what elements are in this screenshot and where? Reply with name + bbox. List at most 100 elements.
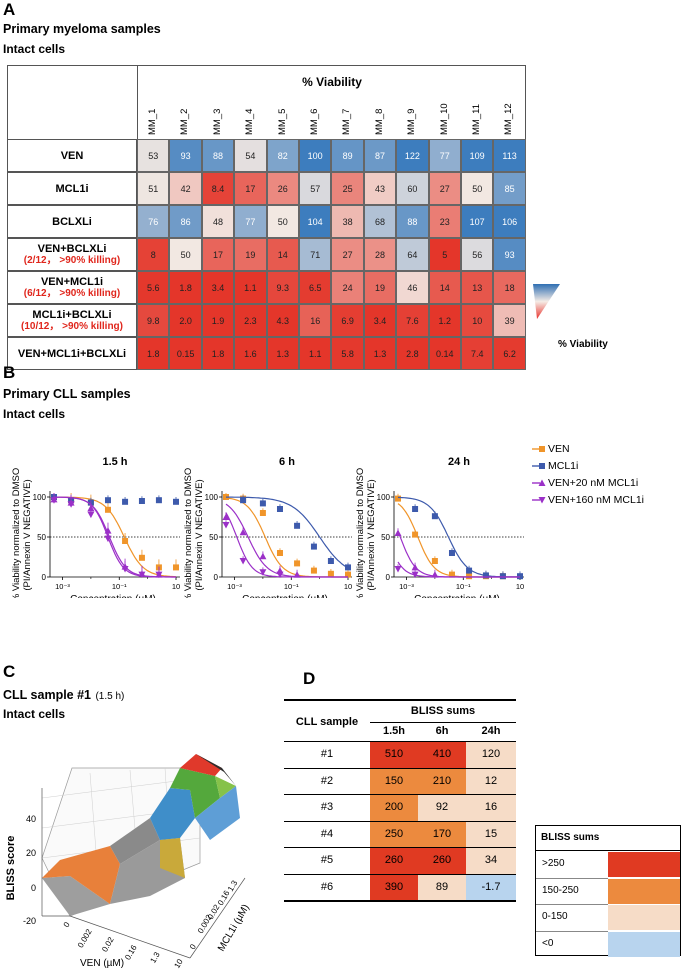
data-point [122, 538, 129, 544]
heatmap-cell: 88 [396, 205, 429, 238]
bliss-cell: 89 [418, 874, 466, 900]
row-label-note: (2/12， >90% killing) [23, 254, 121, 266]
column-header: MM_10 [438, 103, 450, 135]
heatmap-cell: 50 [461, 172, 494, 205]
x-tick-label: 0.002 [76, 927, 94, 949]
data-point [222, 513, 230, 520]
bliss-cell: 170 [418, 821, 466, 847]
surface-patch [42, 846, 120, 904]
data-point [431, 571, 439, 578]
y-tick-label: 50 [381, 533, 390, 542]
panel-b-subtitle: Intact cells [3, 407, 66, 421]
column-header: MM_9 [406, 108, 418, 135]
fit-curve [225, 512, 348, 578]
table-top-rule [284, 699, 516, 701]
heatmap-cell: 85 [493, 172, 526, 205]
heatmap-cell: 19 [363, 271, 397, 304]
column-header: MM_11 [471, 104, 482, 135]
data-point [448, 550, 455, 556]
sample-label: #6 [320, 880, 334, 893]
x-axis-label: Concentration (µM) [242, 594, 328, 598]
y-tick-label: 100 [377, 493, 391, 502]
bliss-legend-label: <0 [542, 937, 554, 949]
x-tick-label: 10⁻³ [55, 582, 70, 591]
x-tick-label: 10⁻¹ [456, 582, 471, 591]
panel-letter-d: D [303, 669, 316, 688]
bliss-cell: 150 [370, 768, 418, 794]
heatmap-cell: 68 [363, 205, 397, 238]
heatmap-cell: 5.6 [137, 271, 170, 304]
legend-label: VEN+160 nM MCL1i [548, 494, 645, 506]
viability-legend-gradient [533, 284, 560, 319]
surface-patch [215, 776, 236, 798]
data-point [327, 558, 334, 564]
bliss-cell: 410 [418, 742, 466, 768]
bliss-cell: 34 [466, 848, 516, 874]
data-point [345, 571, 351, 578]
bliss-cell: 16 [466, 795, 516, 821]
heatmap-cell: 113 [493, 139, 526, 172]
data-point [138, 498, 145, 504]
bliss-legend-title: BLISS sums [541, 832, 600, 843]
bliss-cell: 250 [370, 821, 418, 847]
panel-letter-b: B [3, 363, 16, 382]
legend-label: VEN [548, 443, 570, 455]
fit-curve [225, 497, 348, 578]
heatmap-cell: 23 [428, 205, 461, 238]
data-point [394, 529, 402, 536]
fit-curve [397, 561, 520, 578]
fit-curve [397, 503, 520, 578]
x-tick-label: 10 [172, 957, 185, 970]
z-tick-label: 40 [26, 814, 36, 824]
row-rule [284, 873, 516, 875]
heatmap-cell: 77 [428, 139, 461, 172]
row-label: VEN [7, 139, 137, 172]
row-label-text: MCL1i+BCLXLi [32, 308, 112, 321]
x-tick-label: 1.3 [148, 950, 162, 965]
heatmap-cell: 14 [266, 238, 299, 271]
legend-marker [532, 463, 545, 469]
data-point [293, 571, 301, 578]
row-label: VEN+BCLXLi (2/12， >90% killing) [7, 238, 137, 271]
sample-label: #4 [320, 827, 334, 840]
panel-c-title: CLL sample #1 [3, 688, 92, 702]
heatmap-cell: 1.3 [363, 337, 397, 370]
heatmap-cell: 89 [331, 139, 364, 172]
data-point [122, 498, 129, 505]
heatmap-cell: 50 [169, 238, 202, 271]
column-header: MM_6 [309, 108, 320, 135]
sample-label: #5 [320, 854, 334, 866]
heatmap-cell: 26 [266, 172, 299, 205]
data-point [67, 501, 75, 508]
y-tick-label: 100 [205, 493, 219, 502]
heatmap-cell: 1.9 [201, 304, 235, 337]
data-point [239, 528, 247, 536]
heatmap-cell: 27 [331, 238, 364, 271]
bliss-legend-label: 150-250 [542, 884, 579, 896]
heatmap-cell: 4.3 [266, 304, 299, 337]
data-point [466, 567, 473, 574]
heatmap-cell: 7.4 [461, 337, 494, 370]
data-point [259, 552, 267, 560]
heatmap-cell: 53 [137, 139, 170, 172]
heatmap-cell: 76 [137, 205, 170, 238]
surface-patch [170, 768, 220, 818]
heatmap-cell: 71 [299, 238, 332, 271]
surface-patch [180, 754, 222, 776]
timepoint-header: 6h [435, 725, 449, 737]
bliss-legend-swatch [608, 878, 680, 904]
plot-title: 6 h [279, 456, 295, 468]
column-header: MM_2 [179, 108, 191, 135]
plot-title: 24 h [448, 456, 470, 468]
heatmap-cell: 5 [428, 238, 461, 271]
heatmap-cell: 1.1 [299, 337, 332, 370]
heatmap-cell: 17 [201, 238, 235, 271]
data-point [259, 569, 267, 576]
data-point [412, 531, 419, 538]
data-point [87, 511, 95, 519]
heatmap-cell: 8 [137, 238, 170, 271]
surface-patch [195, 786, 240, 840]
heatmap-cell: 14 [428, 271, 461, 304]
y-axis-label-line1: % Viability normalized to DMSO [355, 468, 366, 598]
data-point [50, 497, 58, 504]
